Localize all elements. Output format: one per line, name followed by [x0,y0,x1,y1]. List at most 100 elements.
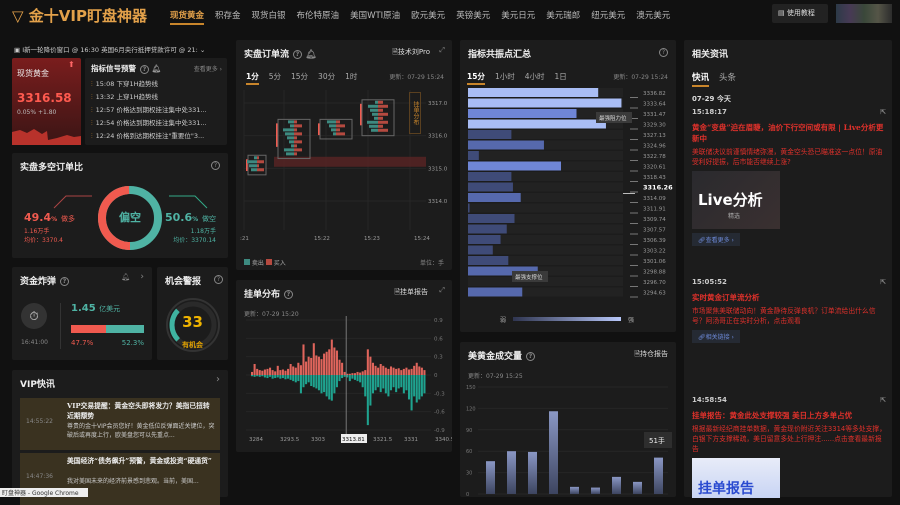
help-icon[interactable]: ? [293,50,303,59]
news-thumbnail[interactable]: Live分析 精选 [692,171,780,229]
help-icon[interactable]: ? [60,277,70,286]
bell-icon[interactable]: 🔔︎ [305,50,317,60]
news-item[interactable]: 15:05:52 ⇱ 实时黄金订单流分析 市场聚焦美联储动向！黄金静待反弹良机？订… [692,278,886,343]
tab-2[interactable]: 4小时 [524,72,545,81]
news-item[interactable]: 14:58:54 ⇱ 挂单报告：黄金此处支撑较强 美日上方多单占优 根据最新经纪商… [692,396,887,498]
tab-0[interactable]: 15分 [467,72,485,85]
order-flow-chart[interactable]: 3317.0 3316.0 3315.0 3314.0:21 15:22 15:23 15:… [236,86,452,256]
sell-depth-bar [423,375,426,394]
chevron-right-icon[interactable]: › [216,374,220,385]
vip-news-item[interactable]: 14:55:22 VIP交易提醒：黄金空头即将发力？美指已扭转近期颓势 尊贵的金… [20,398,220,450]
sell-depth-bar [387,375,390,397]
price-label: 3301.06 [643,259,666,265]
cursor-label-bg [341,434,367,443]
position-report-button[interactable]: 🗎︎持仓报告 [634,350,668,358]
tab-4[interactable]: 1时 [345,72,358,81]
news-item[interactable]: 15:18:17 ⇱ 黄金“变盘”迫在眉睫，油价下行空间或有限 | Live分析更… [692,108,886,246]
help-icon[interactable]: ? [526,352,536,361]
nav-tab[interactable]: 欧元美元 [411,11,446,21]
signal-item[interactable]: ⫶ 12:24 价格到达期权挂注"重要位"3... [91,132,205,140]
price-label: 3309.74 [643,217,666,223]
signal-item[interactable]: ⫶ 15:08 下穿1H趋势线 [91,80,158,88]
sell-depth-bar [269,375,272,377]
y-tick: 150 [466,385,476,391]
signal-item[interactable]: ⫶ 12:57 价格达到期权挂注集中处331... [91,106,207,114]
resonance-chart[interactable]: 3336.82 3333.64 3331.47 3329.30 3327.13 3324.… [460,88,676,332]
bell-icon[interactable]: 🔔︎ [151,64,162,73]
tab-0[interactable]: 1分 [246,72,259,85]
depth-side-tab[interactable]: 挂单分布 [409,92,421,134]
help-icon[interactable]: ? [284,290,294,299]
nav-tab[interactable]: 澳元美元 [636,11,671,21]
buy-depth-bar [423,370,426,375]
news-thumbnail[interactable]: 挂单报告 [692,458,780,498]
buy-volume [294,136,297,140]
price-label: 3336.82 [643,91,666,97]
y-tick: 120 [466,406,476,412]
signal-item[interactable]: ⫶ 13:32 上穿1H趋势线 [91,93,158,101]
chevron-right-icon[interactable]: › [140,272,144,282]
buy-depth-bar [312,343,315,375]
help-icon[interactable]: ? [211,161,220,170]
long-arc [98,186,162,250]
tab-3[interactable]: 30分 [318,72,336,81]
volume-bar [549,411,558,494]
nav-tab[interactable]: 美国WTI原油 [350,11,401,21]
tab-1[interactable]: 5分 [268,72,281,81]
signal-item[interactable]: ⫶ 12:54 价格达到期权挂注集中处331... [91,119,207,127]
help-icon[interactable]: ? [659,48,668,57]
expand-icon[interactable]: ⤢ [439,286,445,294]
user-avatar[interactable] [836,4,892,23]
tab-3[interactable]: 1日 [554,72,567,81]
buy-depth-bar [389,366,393,375]
sell-volume [291,144,294,148]
help-icon[interactable]: ? [214,275,223,284]
order-report-button[interactable]: 🗎︎挂单报告 [394,288,428,296]
y-tick: 3317.0 [428,101,448,107]
buy-depth-bar [410,368,413,375]
nav-tab[interactable]: 纽元美元 [591,11,626,21]
buy-volume [294,128,297,132]
spot-gold-card[interactable]: 现货黄金 ⬆ 3316.58 0.05% +1.80 [12,58,81,145]
news-link-button[interactable]: 🔗︎相关链接 › [692,330,740,343]
external-link-icon[interactable]: ⇱ [880,396,886,404]
sell-volume [367,120,378,124]
external-link-icon[interactable]: ⇱ [880,108,886,116]
help-icon[interactable]: ? [140,64,149,74]
tab-0[interactable]: 快讯 [692,73,710,87]
signal-alert-panel: 指标信号预警? 🔔︎ 查看更多 › ⫶ 15:08 下穿1H趋势线 ⫶ 13:32 上… [85,58,227,145]
event-ticker[interactable]: ▣ I新一轮降价窗口 @ 16:30 英国6月央行抵押贷款许可 @ 21: ⌄ [14,46,206,54]
nav-tab[interactable]: 现货白银 [251,11,286,21]
tab-2[interactable]: 15分 [291,72,309,81]
sell-depth-bar [410,375,413,411]
tech-pro-button[interactable]: 🗎︎技术刘Pro [392,48,430,56]
sell-depth-bar [299,375,302,394]
nav-tab[interactable]: 英镑美元 [456,11,491,21]
news-link-button[interactable]: 🔗︎查看更多 › [692,233,740,246]
view-more-link[interactable]: 查看更多 › [193,66,222,73]
volume-chart[interactable]: 150 120 90 60 30 0 51手 [460,382,676,497]
footprint-candle [319,118,353,140]
resonance-bar [468,235,501,244]
tab-1[interactable]: 头条 [719,73,737,83]
depth-chart[interactable]: 0.9 0.6 0.3 0 -0.3 -0.6 -0.9 3284 3293.5 3303 3313… [236,316,452,452]
tutorial-button[interactable]: ▤ 使用教程 [772,4,828,23]
expand-icon[interactable]: ⤢ [439,46,445,54]
resonance-track [468,224,623,234]
nav-tab[interactable]: 布伦特原油 [296,11,340,21]
bell-icon[interactable]: 🔔︎ [121,273,130,281]
tooltip [512,271,548,282]
vip-news-item[interactable]: 14:47:36 美国经济“债务飙升”预警，黄金或投资“硬通货” 我对美国未来的… [20,453,220,505]
nav-tab[interactable]: 美元瑞郎 [546,11,581,21]
sell-depth-bar [276,375,279,378]
buy-depth-bar [418,366,421,375]
external-link-icon[interactable]: ⇱ [880,278,886,286]
nav-tab[interactable]: 积存金 [215,11,241,21]
tab-1[interactable]: 1小时 [494,72,515,81]
sell-depth-bar [382,375,385,389]
resonance-track [468,245,623,255]
nav-tab[interactable]: 美元日元 [501,11,536,21]
sell-depth-bar [405,375,408,391]
buy-volume [294,132,302,136]
nav-tab[interactable]: 现货黄金 [170,9,205,25]
